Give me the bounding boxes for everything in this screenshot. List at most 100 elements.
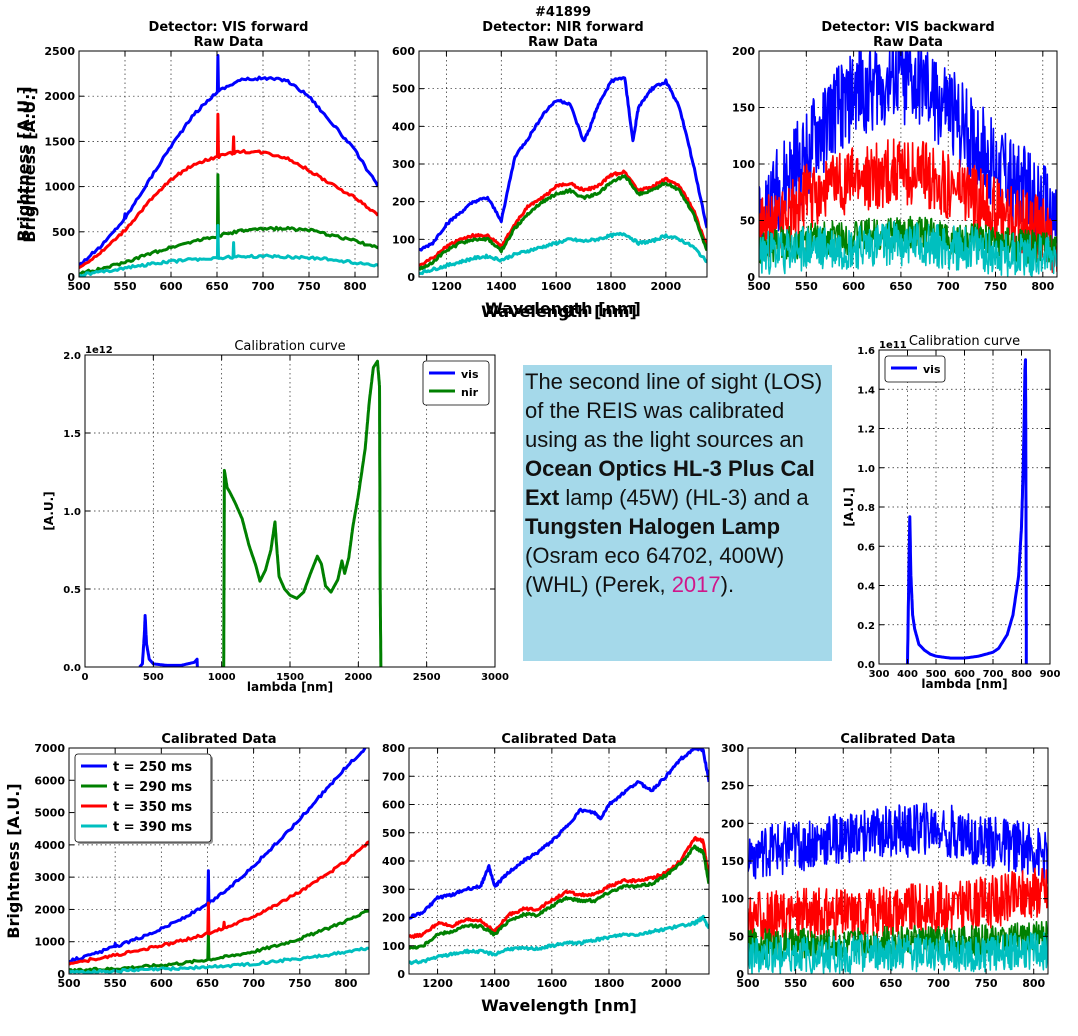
info-bold-tungsten-lamp: Tungsten Halogen Lamp — [525, 514, 781, 539]
x-tick-label: 500 — [143, 672, 164, 683]
y-tick-label: 0.0 — [63, 663, 81, 674]
x-tick-label: 900 — [1040, 669, 1061, 680]
info-text-part-1: The second line of sight (LOS) of the RE… — [525, 369, 823, 452]
y-tick-label: 100 — [721, 893, 744, 906]
y-tick-label: 200 — [382, 912, 405, 925]
legend: vis — [884, 355, 946, 383]
x-tick-label: 550 — [784, 977, 807, 990]
x-tick-label: 750 — [298, 280, 321, 293]
x-tick-label: 2500 — [413, 672, 441, 683]
x-tick-label: 1200 — [422, 977, 453, 990]
chart-raw_nir_fwd: 1200 1400 1600 1800 2000 0 100 200 300 400 500 600 D… — [392, 20, 708, 318]
y-axis-label: Brightness [A.U.] — [4, 783, 23, 938]
x-tick-label: 600 — [954, 669, 975, 680]
series-line-3 — [759, 220, 1057, 277]
y-tick-label: 300 — [392, 158, 415, 171]
series-group — [79, 54, 378, 277]
series-group — [906, 358, 1028, 664]
info-text-part-4: ). — [720, 572, 735, 597]
y-tick-label: 200 — [721, 817, 744, 830]
series-group — [759, 51, 1057, 277]
y-tick-label: 2000 — [44, 90, 75, 103]
reference-link-year[interactable]: 2017 — [671, 572, 721, 597]
plot-frame — [78, 50, 379, 278]
y-tick-label: 400 — [392, 120, 415, 133]
chart-raw_vis_bwd: 500 550 600 650 700 750 800 0 50 100 150 200 Detecto… — [732, 20, 1058, 293]
series-line-1 — [419, 169, 707, 267]
x-tick-label: 650 — [206, 280, 229, 293]
y-tick-label: 400 — [382, 855, 405, 868]
x-tick-label: 0 — [82, 672, 89, 683]
y-tick-label: 600 — [382, 799, 405, 812]
x-tick-label: 550 — [795, 280, 818, 293]
series-line-1 — [759, 138, 1057, 273]
y-tick-label: 1000 — [44, 181, 75, 194]
y-tick-label: 200 — [392, 196, 415, 209]
chart-cal_curve_vis: 300 400 500 600 700 800 900 0.0 0.2 0.4 0.6 0.8 1.0 1… — [842, 334, 1060, 691]
series-line-t-290-ms — [69, 909, 369, 973]
x-tick-label: 650 — [879, 977, 902, 990]
shared-x-axis-label-top: Wavelength [nm] — [481, 302, 637, 321]
x-tick-label: 1800 — [596, 280, 627, 293]
legend-label: t = 250 ms — [113, 760, 192, 775]
shot-number-label: #41899 — [535, 5, 591, 20]
x-tick-label: 1200 — [431, 280, 462, 293]
chart-title: Detector: VIS backward — [821, 20, 994, 35]
legend: t = 250 ms t = 290 ms t = 350 ms t = 390 ms — [74, 753, 213, 844]
series-group — [409, 748, 709, 966]
chart-raw_vis_fwd: 500 550 600 650 700 750 8000500100015002000250… — [14, 20, 379, 293]
series-line-3 — [409, 914, 709, 966]
y-tick-label: 6000 — [34, 774, 65, 787]
y-exponent-label: 1e11 — [879, 340, 907, 351]
x-axis-label: lambda [nm] — [247, 680, 333, 694]
y-tick-label: 0.4 — [857, 582, 875, 593]
y-tick-label: 1.2 — [857, 425, 875, 436]
x-tick-label: 500 — [748, 280, 771, 293]
chart-cal_vis_bwd: 500 550 600 650 700 750 800 0 50 100 150 200 250 300 C… — [721, 732, 1049, 990]
chart-subtitle: Raw Data — [194, 35, 264, 50]
y-tick-label: 3000 — [34, 871, 65, 884]
legend-label: nir — [461, 386, 479, 399]
y-tick-label: 2000 — [34, 903, 65, 916]
x-tick-label: 600 — [150, 977, 173, 990]
chart-title: Detector: NIR forward — [482, 20, 643, 35]
series-line-0 — [419, 76, 707, 252]
info-text-part-2: lamp (45W) (HL-3) and a — [559, 485, 809, 510]
y-tick-label: 0 — [67, 271, 75, 284]
legend-label: t = 390 ms — [113, 820, 192, 835]
series-group — [138, 359, 383, 667]
y-tick-label: 1000 — [34, 936, 65, 949]
legend-label: t = 350 ms — [113, 800, 192, 815]
y-tick-label: 50 — [740, 215, 756, 228]
x-tick-label: 2000 — [651, 977, 682, 990]
y-tick-label: 0 — [397, 968, 405, 981]
y-axis-label: [A.U.] — [842, 487, 856, 526]
x-tick-label: 1600 — [541, 280, 572, 293]
x-tick-label: 600 — [160, 280, 183, 293]
series-line-t-250-ms — [69, 748, 368, 964]
y-tick-label: 1.6 — [857, 346, 875, 357]
shared-y-axis-label-top: Brightness [A.U.] — [20, 87, 39, 242]
plot-frame — [68, 747, 370, 975]
x-tick-label: 800 — [334, 977, 357, 990]
calibration-info-box: The second line of sight (LOS) of the RE… — [523, 365, 832, 661]
series-line-1 — [79, 112, 378, 269]
chart-title: Calibration curve — [234, 339, 345, 354]
x-tick-label: 1600 — [537, 977, 568, 990]
y-tick-label: 150 — [721, 855, 744, 868]
x-tick-label: 750 — [984, 280, 1007, 293]
figure-labels: #41899 Wavelength [nm] Brightness [A.U.] — [20, 5, 637, 321]
legend-box — [422, 360, 490, 406]
x-axis-label: Wavelength [nm] — [485, 299, 641, 318]
y-tick-label: 0.6 — [857, 542, 875, 553]
chart-title: Detector: VIS forward — [149, 20, 309, 35]
y-tick-label: 500 — [52, 226, 75, 239]
x-tick-label: 700 — [937, 280, 960, 293]
x-tick-label: 700 — [983, 669, 1004, 680]
y-tick-label: 200 — [732, 45, 755, 58]
x-tick-label: 800 — [1031, 280, 1054, 293]
legend-label: t = 290 ms — [113, 780, 192, 795]
x-tick-label: 3000 — [481, 672, 509, 683]
chart-title: Calibrated Data — [161, 732, 276, 747]
